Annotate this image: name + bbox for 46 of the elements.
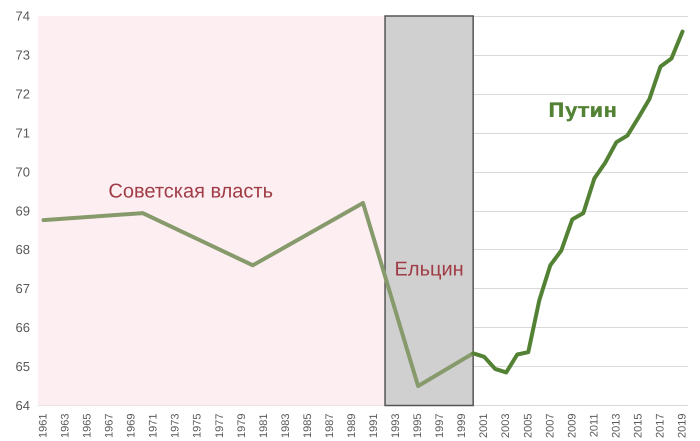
y-tick-label: 69 bbox=[16, 203, 30, 218]
x-tick-label: 1979 bbox=[236, 414, 248, 438]
x-tick-label: 1989 bbox=[346, 414, 358, 438]
x-tick-label: 1995 bbox=[412, 414, 424, 438]
y-tick-label: 70 bbox=[16, 164, 30, 180]
x-tick-label: 2001 bbox=[478, 414, 490, 438]
x-tick-label: 1965 bbox=[82, 414, 94, 438]
x-tick-label: 2017 bbox=[654, 414, 666, 438]
x-tick-label: 1973 bbox=[170, 414, 182, 438]
y-tick-label: 73 bbox=[16, 47, 30, 62]
line-series bbox=[471, 30, 684, 374]
x-tick-label: 1999 bbox=[456, 414, 468, 438]
y-tick-label: 67 bbox=[16, 281, 30, 296]
x-tick-label: 2019 bbox=[676, 414, 688, 438]
x-tick-label: 1983 bbox=[280, 414, 292, 438]
x-tick-label: 2009 bbox=[566, 414, 578, 438]
y-tick-label: 72 bbox=[16, 86, 30, 102]
x-tick-label: 1987 bbox=[324, 414, 336, 438]
y-tick-label: 66 bbox=[16, 320, 30, 336]
x-tick-label: 2011 bbox=[588, 414, 600, 438]
y-tick-label: 64 bbox=[16, 398, 30, 414]
y-tick-label: 68 bbox=[16, 242, 30, 258]
x-tick-label: 2005 bbox=[522, 414, 534, 438]
x-tick-label: 1963 bbox=[60, 414, 72, 438]
annotation: Путин bbox=[548, 98, 618, 122]
x-tick-label: 1969 bbox=[126, 414, 138, 438]
x-tick-label: 1975 bbox=[192, 414, 204, 438]
band-label: Советская власть bbox=[108, 180, 273, 202]
y-tick-label: 65 bbox=[16, 359, 30, 374]
x-tick-label: 1977 bbox=[214, 414, 226, 438]
x-tick-label: 1997 bbox=[434, 414, 446, 438]
x-tick-label: 2007 bbox=[544, 414, 556, 438]
x-tick-label: 1967 bbox=[104, 414, 116, 438]
band-label: Ельцин bbox=[394, 258, 464, 280]
x-tick-label: 1991 bbox=[368, 414, 380, 438]
x-tick-label: 2015 bbox=[632, 414, 644, 438]
x-tick-label: 1961 bbox=[38, 414, 50, 438]
y-tick-label: 71 bbox=[16, 125, 30, 140]
x-tick-label: 2013 bbox=[610, 414, 622, 438]
x-tick-label: 1993 bbox=[390, 414, 402, 438]
x-tick-label: 1981 bbox=[258, 414, 270, 438]
y-tick-label: 74 bbox=[16, 8, 30, 24]
x-tick-label: 1971 bbox=[148, 414, 160, 438]
x-tick-label: 1985 bbox=[302, 414, 314, 438]
line-series bbox=[42, 200, 476, 388]
x-tick-label: 2003 bbox=[500, 414, 512, 438]
